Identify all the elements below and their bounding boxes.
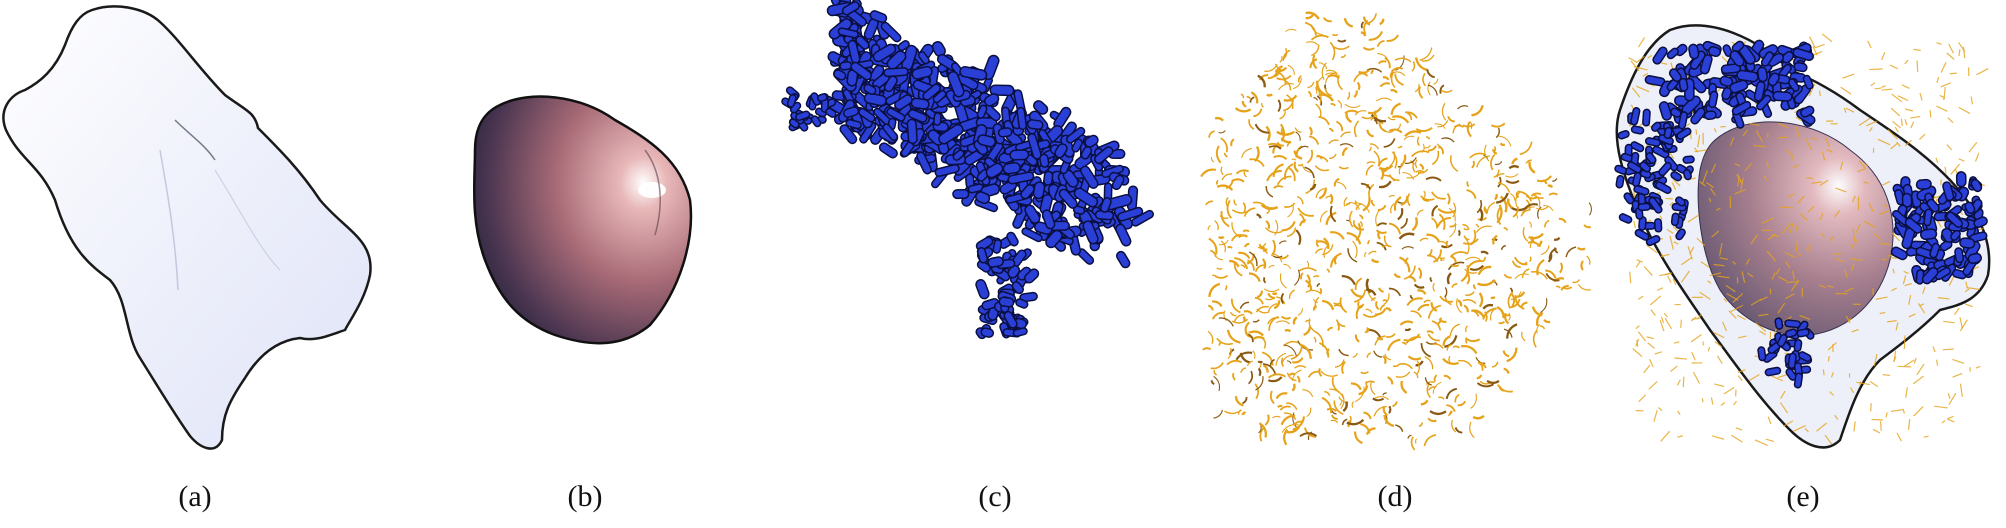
er-network-render [1200, 11, 1592, 451]
caption-d: (d) [1377, 480, 1413, 513]
panel-d: (d) [1190, 0, 1600, 528]
caption-a: (a) [178, 480, 212, 513]
panel-c: (c) [780, 0, 1210, 528]
caption-b: (b) [567, 480, 603, 513]
cell-hull-shape [2, 5, 372, 450]
nucleus-render [472, 95, 693, 345]
cell-hull-render [2, 5, 372, 450]
panel-a: (a) [0, 0, 390, 528]
mitochondria-render [781, 0, 1154, 340]
combined-nucleus-shape [1697, 121, 1894, 336]
nucleus-shape [472, 95, 693, 345]
panel-e: (e) [1600, 0, 2006, 528]
combined-render [1614, 24, 1991, 449]
caption-c: (c) [978, 480, 1012, 513]
panel-b: (b) [390, 0, 780, 528]
caption-e: (e) [1786, 480, 1820, 513]
